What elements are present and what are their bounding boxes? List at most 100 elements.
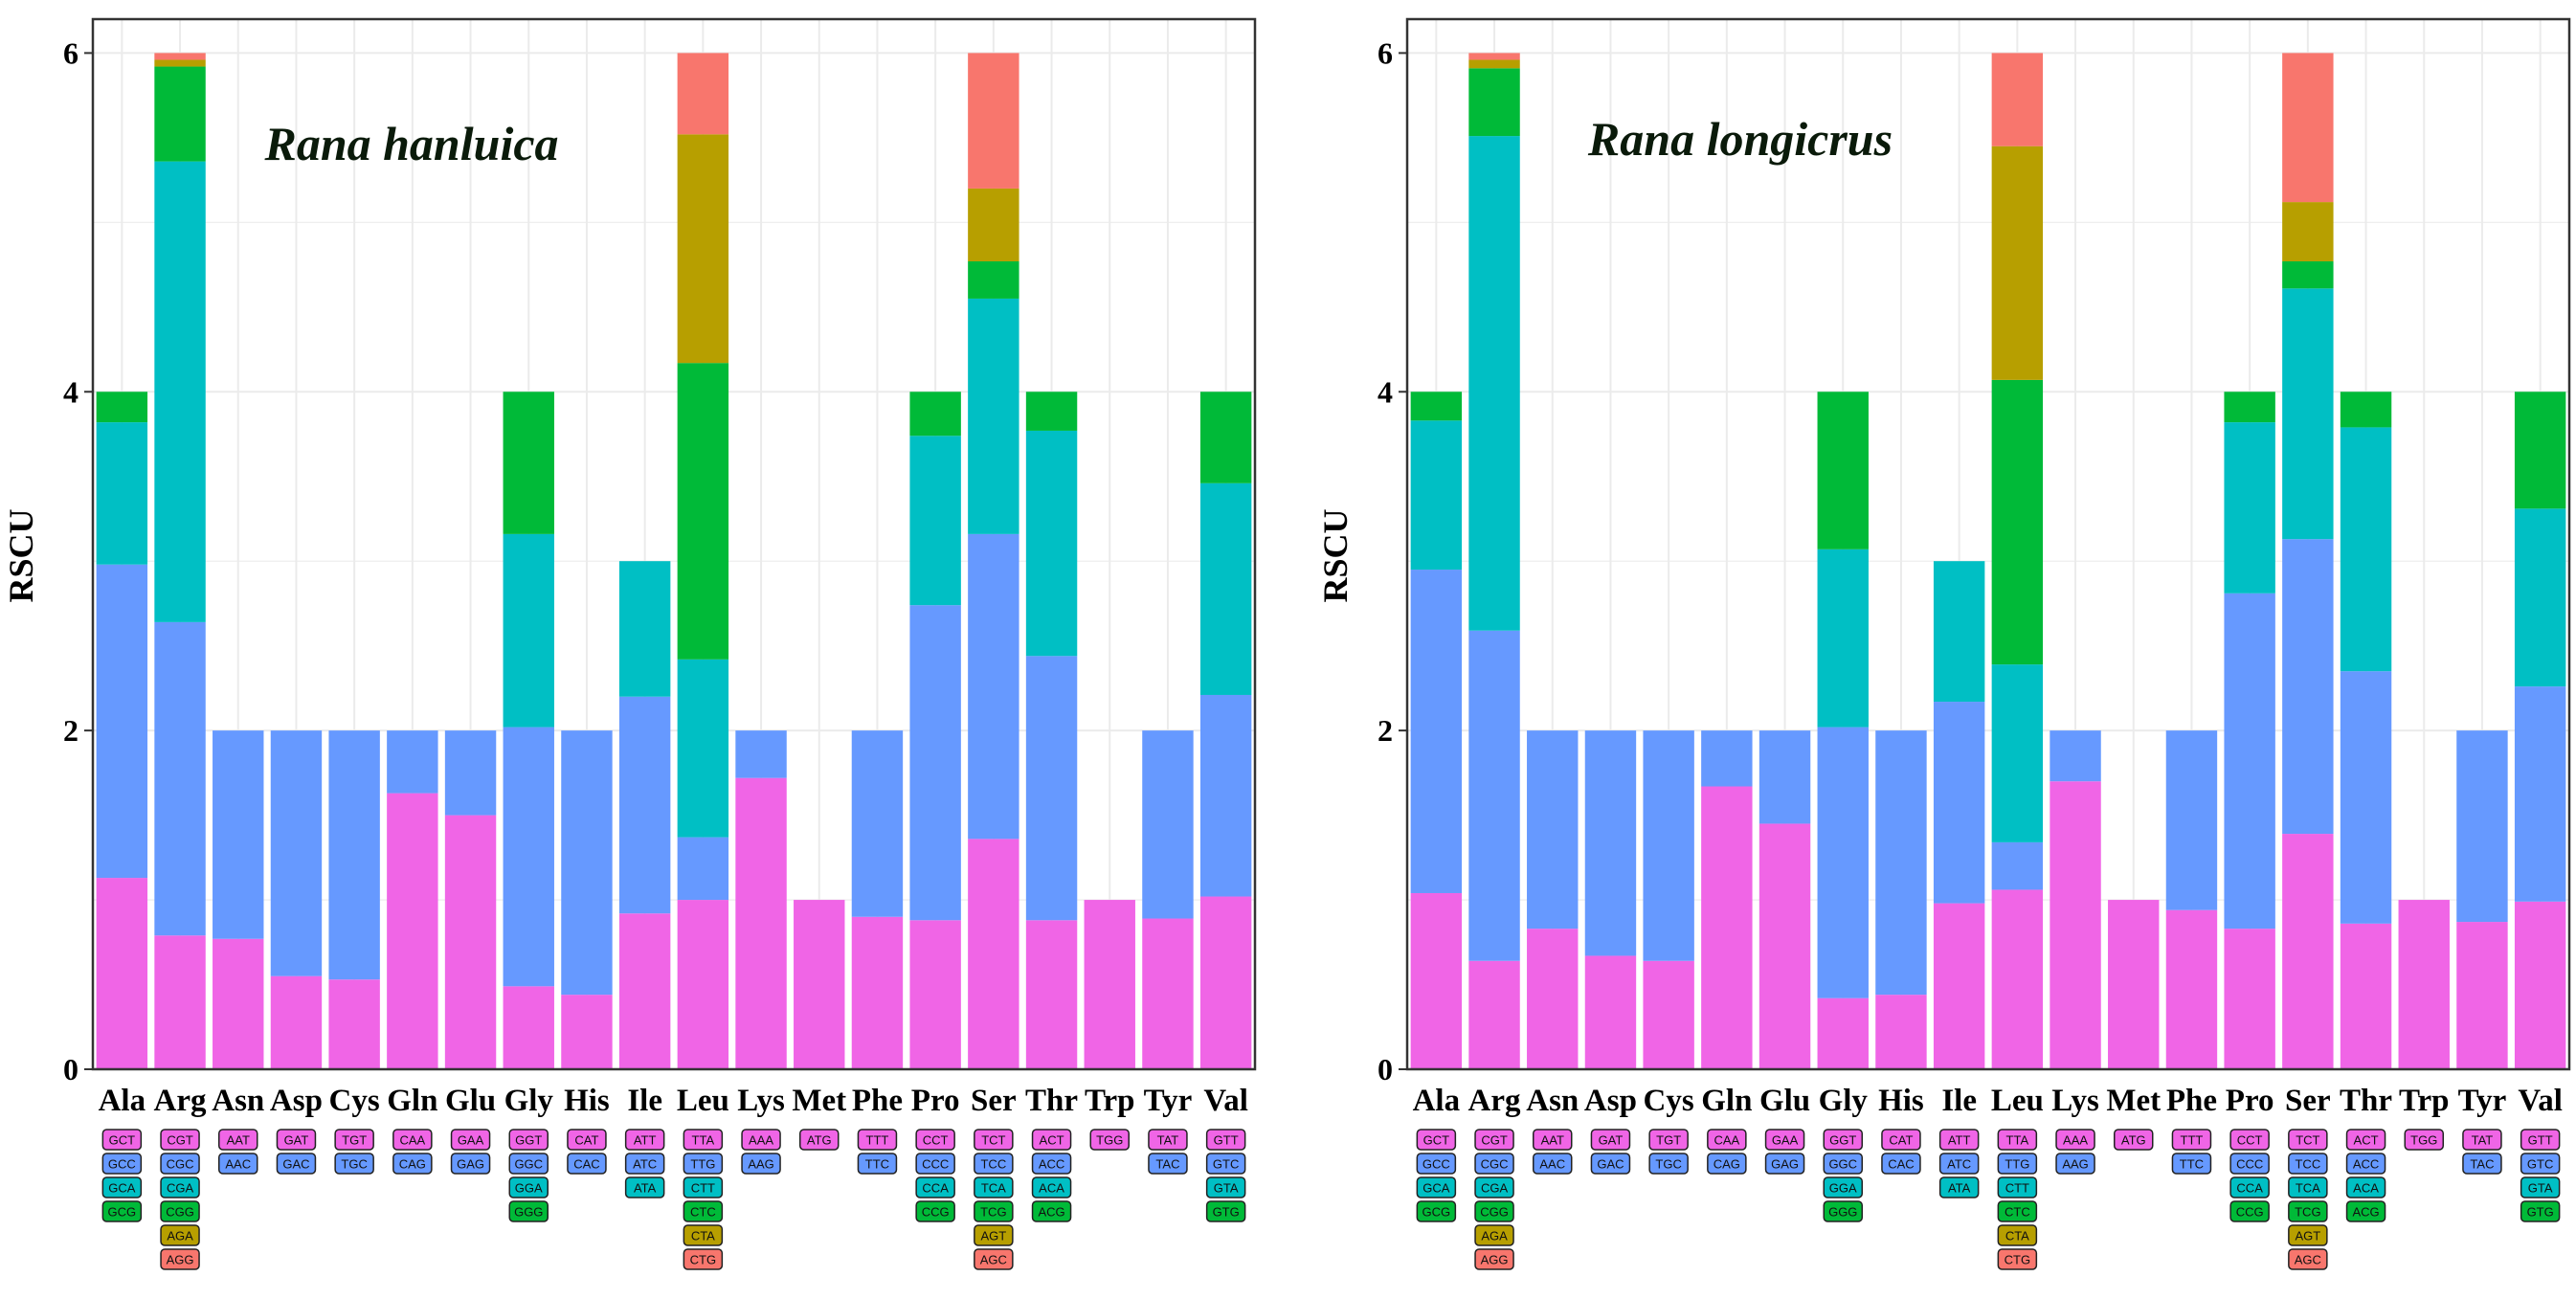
bar-segment-pro-ccc bbox=[909, 605, 961, 921]
codon-label-act: ACT bbox=[1040, 1133, 1064, 1148]
codon-label-aaa: AAA bbox=[2063, 1133, 2088, 1148]
codon-box-gat bbox=[1590, 1129, 1631, 1151]
codon-label-cga: CGA bbox=[167, 1181, 194, 1196]
bar-segment-arg-agg bbox=[154, 53, 206, 60]
codon-label-ctc: CTC bbox=[2005, 1205, 2030, 1220]
codon-label-agt: AGT bbox=[2295, 1229, 2320, 1243]
codon-box-act bbox=[2345, 1129, 2386, 1151]
codon-label-cct: CCT bbox=[923, 1133, 949, 1148]
codon-box-tcc bbox=[974, 1153, 1014, 1175]
bar-segment-cys-tgc bbox=[1643, 730, 1694, 961]
codon-box-agc bbox=[974, 1248, 1014, 1270]
x-tick-label-cys: Cys bbox=[329, 1084, 380, 1118]
codon-label-tta: TTA bbox=[692, 1133, 715, 1148]
bar-segment-ile-ata bbox=[1933, 561, 1985, 703]
bar-segment-val-gtg bbox=[2514, 392, 2566, 509]
codon-box-ctt bbox=[683, 1176, 724, 1198]
codon-label-agt: AGT bbox=[980, 1229, 1006, 1243]
codon-box-atc bbox=[1938, 1153, 1980, 1175]
bar-segment-ala-gcc bbox=[1410, 570, 1463, 893]
bar-segment-glu-gag bbox=[444, 730, 497, 816]
bar-segment-ser-agt bbox=[968, 188, 1019, 262]
codon-box-tat bbox=[2462, 1129, 2502, 1151]
x-tick-label-cys: Cys bbox=[1644, 1084, 1694, 1118]
codon-label-ctg: CTG bbox=[690, 1253, 716, 1267]
codon-box-aca bbox=[1031, 1176, 1072, 1198]
x-tick-label-thr: Thr bbox=[1025, 1084, 1078, 1118]
codon-label-tgt: TGT bbox=[1656, 1133, 1681, 1148]
bar-segment-ser-tcg bbox=[968, 261, 1019, 299]
codon-label-aaa: AAA bbox=[749, 1133, 773, 1148]
codon-label-cgt: CGT bbox=[167, 1133, 193, 1148]
codon-label-gta: GTA bbox=[2528, 1181, 2553, 1196]
chart-title: Rana longicrus bbox=[1587, 112, 1893, 166]
bar-segment-phe-ttt bbox=[2165, 909, 2218, 1069]
codon-box-cgg bbox=[1474, 1200, 1514, 1222]
codon-label-cca: CCA bbox=[922, 1181, 949, 1196]
codon-box-gta bbox=[1205, 1176, 1246, 1198]
codon-box-cct bbox=[915, 1129, 955, 1151]
x-tick-label-lys: Lys bbox=[737, 1084, 785, 1118]
codon-box-ttc bbox=[2171, 1153, 2212, 1175]
bar-segment-thr-acg bbox=[1025, 392, 1078, 431]
bar-segment-asn-aat bbox=[1527, 929, 1579, 1069]
bar-segment-gly-ggt bbox=[1817, 997, 1869, 1069]
bar-segment-glu-gag bbox=[1758, 730, 1811, 824]
codon-box-atg bbox=[799, 1129, 840, 1151]
codon-label-ctc: CTC bbox=[690, 1205, 716, 1220]
codon-label-act: ACT bbox=[2354, 1133, 2379, 1148]
bar-segment-pro-ccc bbox=[2224, 593, 2275, 929]
codon-box-gcg bbox=[101, 1200, 143, 1222]
codon-box-gta bbox=[2520, 1176, 2561, 1198]
codon-box-att bbox=[624, 1129, 665, 1151]
bar-segment-val-gta bbox=[1199, 482, 1252, 695]
bar-segment-arg-cgt bbox=[154, 935, 206, 1069]
x-tick-label-phe: Phe bbox=[2166, 1084, 2217, 1118]
codon-box-aat bbox=[218, 1129, 258, 1151]
codon-label-cct: CCT bbox=[2237, 1133, 2263, 1148]
codon-label-gtg: GTG bbox=[2527, 1205, 2554, 1220]
codon-box-aaa bbox=[741, 1129, 781, 1151]
codon-label-aac: AAC bbox=[225, 1157, 251, 1172]
codon-label-cag: CAG bbox=[1714, 1157, 1740, 1172]
x-tick-label-asn: Asn bbox=[212, 1084, 264, 1118]
codon-box-cta bbox=[683, 1224, 724, 1246]
x-tick-label-his: His bbox=[564, 1084, 610, 1118]
bar-segment-leu-ctc bbox=[1991, 379, 2044, 665]
panel-border bbox=[1405, 17, 2571, 1071]
bar-segment-glu-gaa bbox=[1758, 823, 1811, 1069]
bar-segment-cys-tgt bbox=[1643, 960, 1694, 1069]
bar-segment-ala-gca bbox=[96, 422, 148, 565]
codon-box-aac bbox=[1533, 1153, 1573, 1175]
codon-box-cga bbox=[1474, 1176, 1514, 1198]
codon-label-ctg: CTG bbox=[2005, 1253, 2030, 1267]
codon-box-gtg bbox=[2520, 1200, 2561, 1222]
codon-box-ggt bbox=[508, 1129, 549, 1151]
codon-box-cat bbox=[1881, 1129, 1921, 1151]
codon-box-gcg bbox=[1416, 1200, 1457, 1222]
bar-segment-ser-tcc bbox=[2282, 539, 2334, 835]
codon-label-cgg: CGG bbox=[166, 1205, 194, 1220]
codon-label-gtc: GTC bbox=[2527, 1157, 2553, 1172]
bar-segment-gln-cag bbox=[387, 730, 438, 794]
bar-segment-asp-gac bbox=[270, 730, 323, 976]
bar-segment-asn-aac bbox=[213, 730, 264, 939]
codon-box-tat bbox=[1148, 1129, 1188, 1151]
codon-label-ccc: CCC bbox=[2236, 1157, 2263, 1172]
x-tick-label-pro: Pro bbox=[2226, 1084, 2274, 1118]
bar-segment-tyr-tat bbox=[1142, 918, 1194, 1069]
codon-box-gct bbox=[1416, 1129, 1457, 1151]
codon-label-tcc: TCC bbox=[980, 1157, 1006, 1172]
codon-box-atg bbox=[2114, 1129, 2154, 1151]
codon-box-cgt bbox=[1474, 1129, 1514, 1151]
codon-label-agg: AGG bbox=[167, 1253, 194, 1267]
codon-label-gac: GAC bbox=[1597, 1157, 1624, 1172]
x-tick-label-leu: Leu bbox=[677, 1084, 729, 1118]
bar-segment-leu-cta bbox=[1991, 146, 2044, 380]
bar-segment-gln-cag bbox=[1701, 730, 1753, 787]
bar-segment-pro-cca bbox=[2224, 422, 2275, 594]
codon-box-tgc bbox=[1648, 1153, 1689, 1175]
codon-box-aag bbox=[741, 1153, 781, 1175]
codon-box-agc bbox=[2288, 1248, 2328, 1270]
bar-segment-phe-ttt bbox=[851, 916, 904, 1069]
